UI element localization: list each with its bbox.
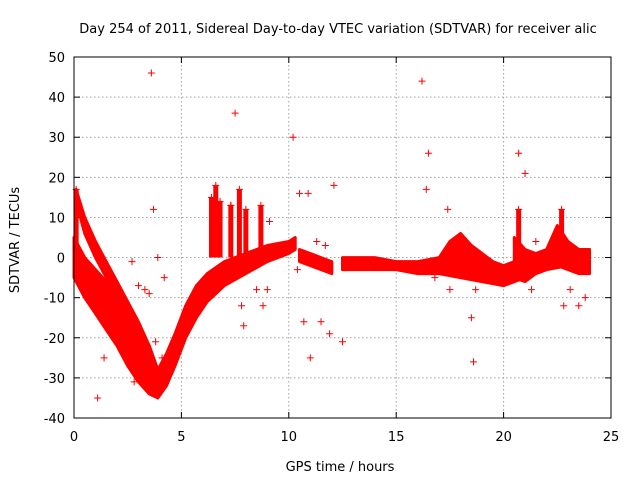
- data-point: [152, 338, 160, 346]
- y-tick-label: -30: [44, 372, 65, 387]
- data-point: [130, 378, 138, 386]
- data-point: [147, 69, 155, 77]
- x-tick-label: 0: [70, 430, 78, 445]
- y-tick-label: 40: [48, 91, 65, 106]
- data-bands: [72, 187, 591, 400]
- data-point: [149, 205, 157, 213]
- data-point: [216, 197, 224, 205]
- data-point: [263, 286, 271, 294]
- data-point: [575, 302, 583, 310]
- y-tick-labels: -40 -30 -20 -10 0 10 20 30 40 50: [44, 51, 65, 427]
- data-point: [257, 201, 265, 209]
- data-point: [528, 286, 536, 294]
- data-point: [566, 286, 574, 294]
- data-point: [242, 205, 250, 213]
- data-point: [321, 242, 329, 250]
- data-point: [265, 217, 273, 225]
- data-point: [145, 290, 153, 298]
- data-point: [446, 286, 454, 294]
- data-point: [304, 189, 312, 197]
- data-spikes: [72, 181, 566, 278]
- data-point: [317, 318, 325, 326]
- data-point: [231, 109, 239, 117]
- data-point: [521, 169, 529, 177]
- x-tick-labels: 0 5 10 15 20 25: [70, 430, 619, 445]
- x-tick-label: 5: [177, 430, 185, 445]
- data-point: [158, 354, 166, 362]
- data-point: [154, 254, 162, 262]
- data-band: [437, 232, 506, 288]
- data-points: [94, 69, 589, 402]
- data-band: [298, 248, 334, 276]
- data-point: [94, 394, 102, 402]
- data-point: [472, 286, 480, 294]
- data-point: [418, 77, 426, 85]
- data-point: [212, 181, 220, 189]
- data-point: [330, 181, 338, 189]
- data-point: [296, 189, 304, 197]
- y-axis-label: SDTVAR / TECUs: [8, 187, 23, 294]
- data-point: [100, 354, 108, 362]
- y-tick-label: 30: [48, 131, 65, 146]
- data-point: [235, 185, 243, 193]
- data-point: [300, 318, 308, 326]
- data-point: [560, 302, 568, 310]
- data-point: [289, 133, 297, 141]
- data-point: [532, 238, 540, 246]
- data-point: [128, 258, 136, 266]
- data-point: [313, 238, 321, 246]
- data-point: [141, 286, 149, 294]
- x-tick-label: 10: [281, 430, 298, 445]
- y-tick-label: 10: [48, 211, 65, 226]
- data-point: [293, 266, 301, 274]
- data-point: [422, 185, 430, 193]
- data-point: [134, 282, 142, 290]
- y-tick-label: 0: [57, 252, 65, 267]
- data-point: [543, 262, 551, 270]
- data-band: [156, 236, 297, 400]
- y-tick-label: 50: [48, 51, 65, 66]
- data-point: [581, 294, 589, 302]
- data-point: [444, 205, 452, 213]
- y-tick-label: -10: [44, 292, 65, 307]
- data-point: [240, 322, 248, 330]
- data-point: [515, 149, 523, 157]
- x-axis-label: GPS time / hours: [286, 460, 395, 475]
- x-tick-label: 20: [495, 430, 512, 445]
- data-band: [512, 224, 591, 284]
- y-tick-label: -20: [44, 332, 65, 347]
- data-point: [238, 302, 246, 310]
- data-point: [160, 274, 168, 282]
- chart-title: Day 254 of 2011, Sidereal Day-to-day VTE…: [79, 22, 596, 37]
- x-tick-label: 15: [388, 430, 405, 445]
- data-point: [515, 205, 523, 213]
- data-point: [227, 201, 235, 209]
- data-point: [253, 286, 261, 294]
- x-tick-label: 25: [603, 430, 620, 445]
- y-tick-label: 20: [48, 171, 65, 186]
- data-point: [424, 149, 432, 157]
- data-point: [339, 338, 346, 346]
- data-point: [306, 354, 314, 362]
- data-point: [467, 314, 475, 322]
- data-point: [470, 358, 478, 366]
- y-tick-label: -40: [44, 412, 65, 427]
- data-point: [431, 274, 439, 282]
- data-point: [326, 330, 334, 338]
- data-point: [558, 205, 566, 213]
- data-point: [259, 302, 267, 310]
- data-band: [72, 236, 160, 400]
- plot-frame: [73, 56, 612, 419]
